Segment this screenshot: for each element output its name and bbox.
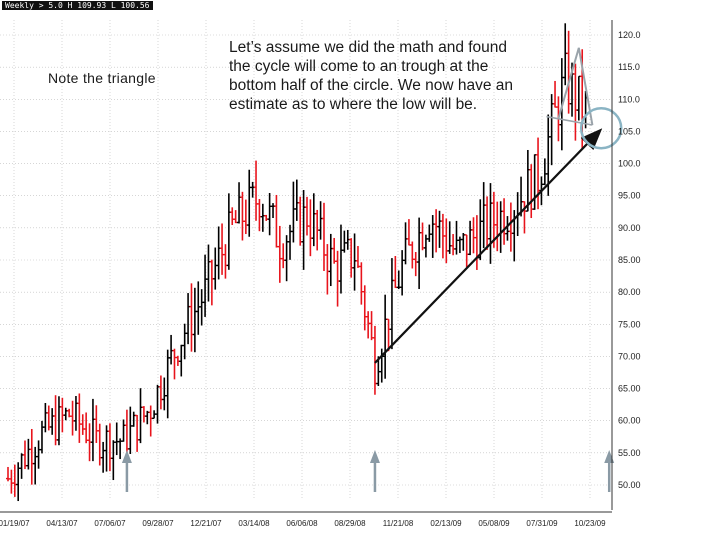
y-tick-label: 50.00 — [618, 480, 641, 490]
cycle-note: Let’s assume we did the math and found t… — [229, 39, 514, 113]
triangle-note: Note the triangle — [48, 70, 156, 86]
x-tick-label: 12/21/07 — [190, 519, 222, 528]
y-tick-label: 60.00 — [618, 416, 641, 426]
triangle-pattern — [557, 47, 594, 126]
projected-low-circle — [579, 106, 623, 150]
x-tick-label: 08/29/08 — [334, 519, 366, 528]
date-axis: 01/19/07 04/13/07 07/06/07 09/28/07 12/21/07… — [0, 511, 612, 528]
ohlc-bars — [6, 23, 588, 502]
cycle-low-arrow-head — [604, 450, 615, 463]
cycle-low-arrow-head — [121, 450, 132, 463]
y-tick-label: 75.00 — [618, 319, 641, 329]
x-tick-label: 01/19/07 — [0, 519, 30, 528]
x-tick-label: 07/31/09 — [526, 519, 558, 528]
trend-line-arrow — [374, 128, 603, 364]
y-tick-label: 105.0 — [618, 126, 641, 136]
y-tick-label: 115.0 — [618, 62, 640, 72]
x-tick-label: 02/13/09 — [430, 519, 462, 528]
x-tick-label: 07/06/07 — [94, 519, 126, 528]
y-tick-label: 65.00 — [618, 384, 641, 394]
y-tick-label: 90.00 — [618, 223, 641, 233]
cycle-low-arrow-head — [369, 450, 380, 463]
y-tick-label: 80.00 — [618, 287, 641, 297]
y-tick-label: 120.0 — [618, 30, 641, 40]
x-tick-label: 10/23/09 — [574, 519, 606, 528]
y-tick-label: 95.00 — [618, 191, 641, 201]
y-tick-label: 85.00 — [618, 255, 641, 265]
x-tick-label: 03/14/08 — [238, 519, 270, 528]
chart-header-readout: Weekly > 5.0 H 109.93 L 100.56 — [2, 1, 153, 10]
chart-overlays — [121, 47, 623, 492]
y-tick-label: 70.00 — [618, 351, 641, 361]
y-tick-label: 110.0 — [618, 94, 640, 104]
price-axis: 50.00 55.00 60.00 65.00 70.00 75.00 80.00 85.00… — [611, 20, 641, 510]
x-tick-label: 05/08/09 — [478, 519, 510, 528]
y-tick-label: 100.0 — [618, 159, 641, 169]
x-tick-label: 06/06/08 — [286, 519, 318, 528]
y-tick-label: 55.00 — [618, 448, 641, 458]
x-tick-label: 04/13/07 — [46, 519, 78, 528]
x-tick-label: 09/28/07 — [142, 519, 174, 528]
triangle-base-line — [546, 115, 593, 126]
x-tick-label: 11/21/08 — [383, 519, 414, 528]
